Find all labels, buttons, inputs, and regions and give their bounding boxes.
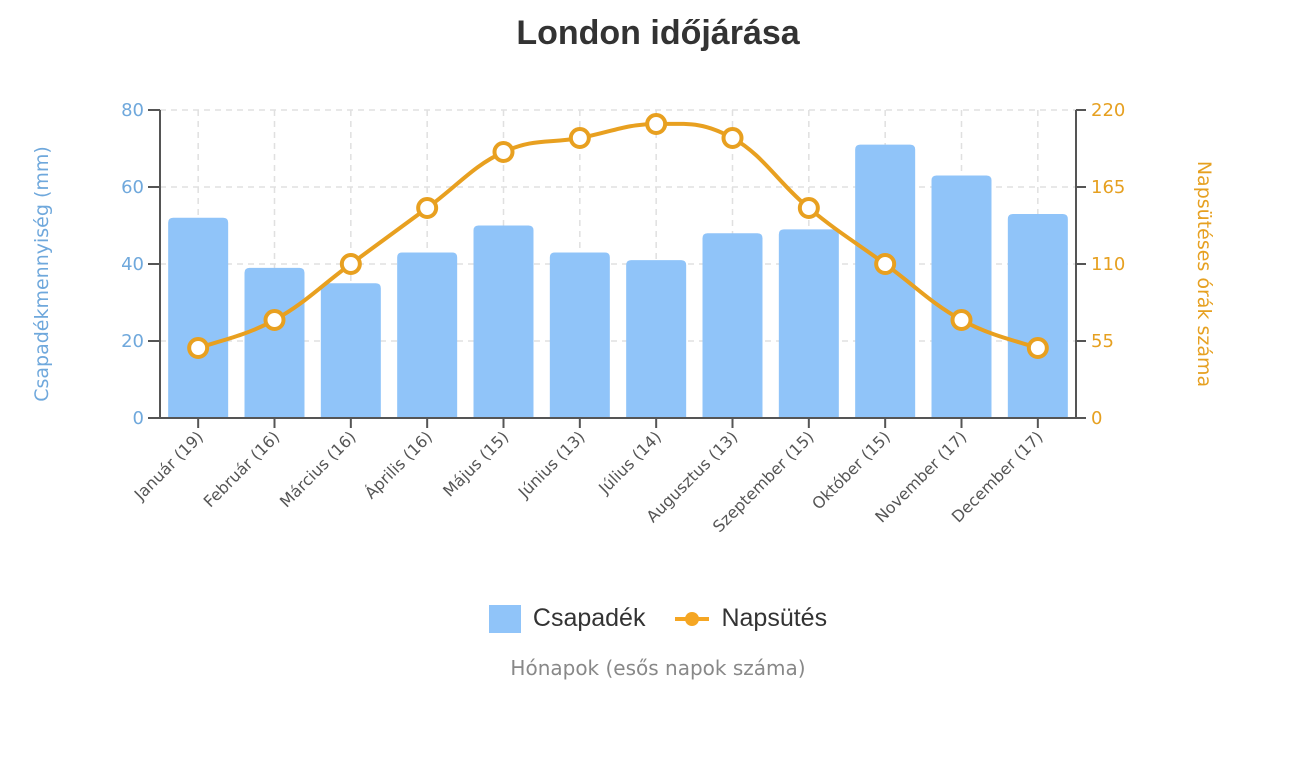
x-tick-label: Május (15) — [439, 427, 512, 500]
line-point[interactable] — [721, 127, 744, 149]
y-left-tick-label: 0 — [133, 408, 144, 429]
legend-label-sunshine: Napsütés — [721, 604, 828, 632]
bar-series — [168, 144, 1068, 419]
line-point[interactable] — [797, 197, 820, 219]
x-tick-label: Június (13) — [514, 427, 589, 502]
line-point[interactable] — [416, 197, 439, 219]
line-point[interactable] — [568, 127, 591, 149]
bar[interactable] — [1007, 213, 1068, 418]
x-tick-label: Március (16) — [276, 427, 360, 511]
x-tick-label: Július (14) — [594, 427, 665, 498]
y-right-tick-label: 110 — [1091, 254, 1125, 275]
bar[interactable] — [702, 233, 763, 418]
line-point[interactable] — [950, 309, 973, 331]
y-left-tick-label: 20 — [121, 331, 144, 352]
bar[interactable] — [244, 267, 305, 418]
line-point[interactable] — [187, 337, 210, 359]
y-left-tick-label: 60 — [121, 177, 144, 198]
x-tick-label: Október (15) — [808, 427, 894, 513]
bar[interactable] — [626, 260, 687, 418]
line-point[interactable] — [339, 253, 362, 275]
line-point[interactable] — [1026, 337, 1049, 359]
bar[interactable] — [931, 175, 992, 418]
line-point[interactable] — [263, 309, 286, 331]
x-tick-label: Február (16) — [200, 427, 284, 511]
y-left-tick-label: 80 — [121, 100, 144, 121]
x-tick-label: Április (16) — [361, 427, 436, 502]
line-point[interactable] — [874, 253, 897, 275]
y-right-tick-label: 55 — [1091, 331, 1114, 352]
y-right-tick-label: 0 — [1091, 408, 1102, 429]
line-swatch-icon — [675, 611, 710, 626]
bar[interactable] — [778, 229, 839, 418]
legend-item-sunshine[interactable]: Napsütés — [675, 604, 827, 633]
y-left-axis-title: Csapadékmennyiség (mm) — [31, 146, 53, 402]
bar[interactable] — [320, 283, 381, 418]
legend: Csapadék Napsütés — [0, 604, 1316, 633]
legend-label-precipitation: Csapadék — [532, 604, 646, 632]
y-right-tick-label: 165 — [1091, 177, 1125, 198]
y-right-tick-label: 220 — [1091, 100, 1125, 121]
bar[interactable] — [855, 144, 916, 418]
x-tick-label: Január (19) — [130, 427, 207, 504]
bar[interactable] — [473, 225, 534, 419]
legend-item-precipitation[interactable]: Csapadék — [488, 604, 646, 633]
y-left-tick-label: 40 — [121, 254, 144, 275]
bar[interactable] — [397, 252, 458, 418]
chart-title: London időjárása — [516, 14, 800, 52]
line-series — [187, 113, 1049, 359]
bar-swatch-icon — [488, 604, 521, 633]
line-point[interactable] — [645, 113, 668, 135]
x-axis-title: Hónapok (esős napok száma) — [510, 656, 806, 680]
chart-plot: 0 20 40 60 80 0 55 110 165 220 Január (19)Február … — [31, 100, 1215, 536]
line-point[interactable] — [492, 141, 515, 163]
bar[interactable] — [168, 217, 229, 418]
bar[interactable] — [549, 252, 610, 418]
y-right-axis-title: Napsütéses órák száma — [1193, 161, 1215, 387]
